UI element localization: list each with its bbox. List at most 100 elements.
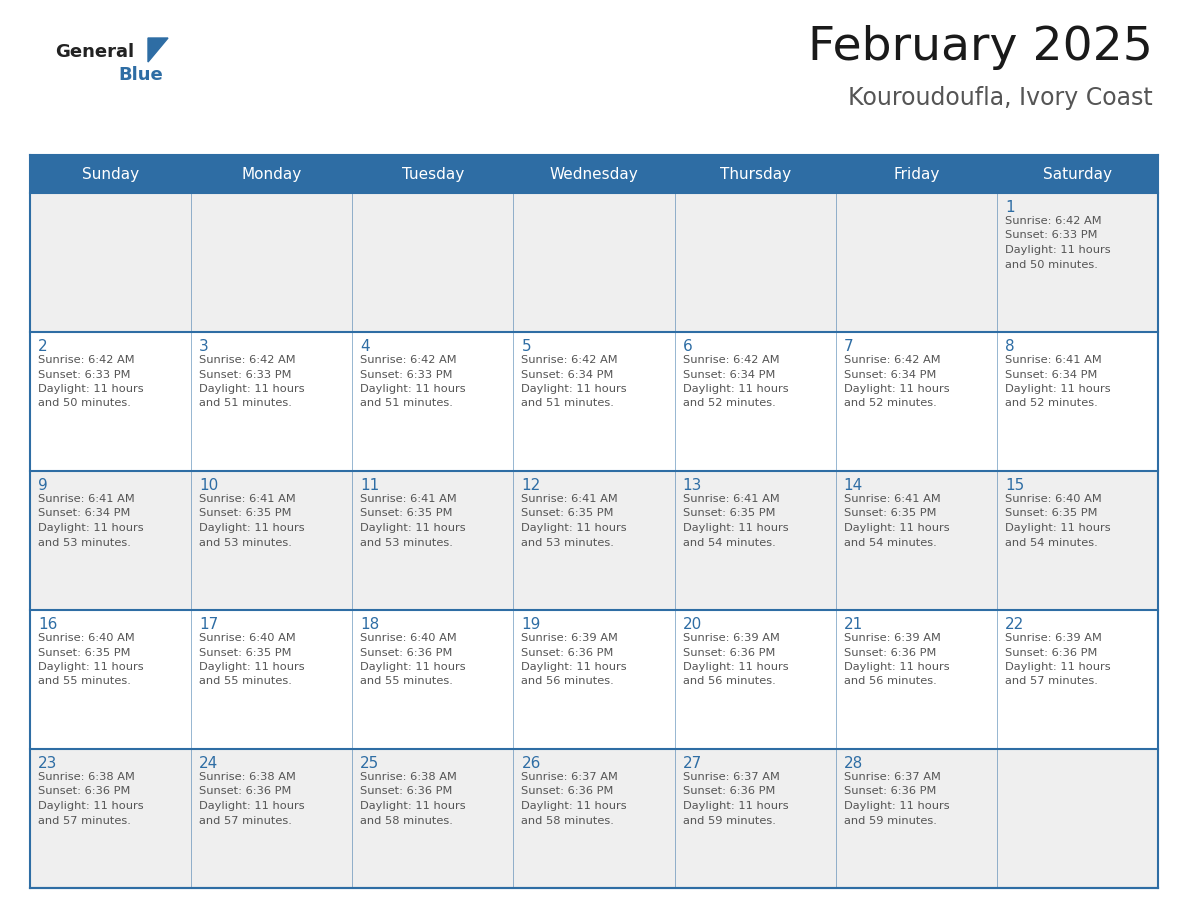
Text: Sunrise: 6:42 AM: Sunrise: 6:42 AM [843,355,941,365]
Text: Saturday: Saturday [1043,166,1112,182]
Text: Daylight: 11 hours: Daylight: 11 hours [200,384,305,394]
Text: Daylight: 11 hours: Daylight: 11 hours [200,662,305,672]
Text: 15: 15 [1005,478,1024,493]
Text: and 51 minutes.: and 51 minutes. [360,398,453,409]
Text: and 56 minutes.: and 56 minutes. [522,677,614,687]
Text: 18: 18 [360,617,379,632]
Text: Sunset: 6:36 PM: Sunset: 6:36 PM [683,787,775,797]
Text: 10: 10 [200,478,219,493]
Text: Sunrise: 6:42 AM: Sunrise: 6:42 AM [522,355,618,365]
Text: and 52 minutes.: and 52 minutes. [683,398,776,409]
Text: Sunset: 6:34 PM: Sunset: 6:34 PM [38,509,131,519]
Text: 21: 21 [843,617,862,632]
Text: 16: 16 [38,617,57,632]
Text: Kouroudoufla, Ivory Coast: Kouroudoufla, Ivory Coast [848,86,1154,110]
Text: 1: 1 [1005,200,1015,215]
Text: Daylight: 11 hours: Daylight: 11 hours [522,662,627,672]
Text: Sunday: Sunday [82,166,139,182]
Text: Daylight: 11 hours: Daylight: 11 hours [522,801,627,811]
Text: Sunrise: 6:41 AM: Sunrise: 6:41 AM [843,494,941,504]
Text: and 53 minutes.: and 53 minutes. [360,538,453,547]
Text: and 59 minutes.: and 59 minutes. [843,815,936,825]
Text: and 50 minutes.: and 50 minutes. [38,398,131,409]
Text: 25: 25 [360,756,379,771]
Text: Daylight: 11 hours: Daylight: 11 hours [683,801,788,811]
Text: Daylight: 11 hours: Daylight: 11 hours [38,801,144,811]
Text: Sunrise: 6:41 AM: Sunrise: 6:41 AM [683,494,779,504]
Text: Sunrise: 6:42 AM: Sunrise: 6:42 AM [360,355,457,365]
Polygon shape [148,38,168,62]
Text: Sunset: 6:36 PM: Sunset: 6:36 PM [522,647,614,657]
Text: Daylight: 11 hours: Daylight: 11 hours [200,523,305,533]
Text: Sunset: 6:35 PM: Sunset: 6:35 PM [360,509,453,519]
Text: 8: 8 [1005,339,1015,354]
Text: Sunrise: 6:40 AM: Sunrise: 6:40 AM [1005,494,1101,504]
Text: Daylight: 11 hours: Daylight: 11 hours [360,801,466,811]
Text: Sunset: 6:35 PM: Sunset: 6:35 PM [683,509,775,519]
Text: Sunset: 6:35 PM: Sunset: 6:35 PM [1005,509,1098,519]
Text: and 52 minutes.: and 52 minutes. [843,398,936,409]
Text: 14: 14 [843,478,862,493]
Text: Sunset: 6:35 PM: Sunset: 6:35 PM [200,509,291,519]
Text: and 59 minutes.: and 59 minutes. [683,815,776,825]
Text: Sunset: 6:33 PM: Sunset: 6:33 PM [38,370,131,379]
Text: 28: 28 [843,756,862,771]
Text: General: General [55,43,134,61]
Text: and 55 minutes.: and 55 minutes. [200,677,292,687]
Text: Sunrise: 6:39 AM: Sunrise: 6:39 AM [522,633,618,643]
Text: and 55 minutes.: and 55 minutes. [360,677,453,687]
Text: Wednesday: Wednesday [550,166,638,182]
Text: Sunrise: 6:38 AM: Sunrise: 6:38 AM [38,772,135,782]
Text: and 58 minutes.: and 58 minutes. [360,815,453,825]
Text: 9: 9 [38,478,48,493]
Bar [30,193,1158,332]
Text: 20: 20 [683,617,702,632]
Text: Sunrise: 6:41 AM: Sunrise: 6:41 AM [522,494,618,504]
Text: 26: 26 [522,756,541,771]
Text: Sunset: 6:34 PM: Sunset: 6:34 PM [683,370,775,379]
Text: Sunrise: 6:38 AM: Sunrise: 6:38 AM [360,772,457,782]
Text: Daylight: 11 hours: Daylight: 11 hours [522,384,627,394]
Text: and 51 minutes.: and 51 minutes. [200,398,292,409]
Text: Daylight: 11 hours: Daylight: 11 hours [843,523,949,533]
Text: Daylight: 11 hours: Daylight: 11 hours [360,662,466,672]
Text: Sunrise: 6:38 AM: Sunrise: 6:38 AM [200,772,296,782]
Text: Sunrise: 6:41 AM: Sunrise: 6:41 AM [1005,355,1101,365]
Text: 12: 12 [522,478,541,493]
Text: Daylight: 11 hours: Daylight: 11 hours [1005,384,1111,394]
Bar [30,610,1158,749]
Text: Sunset: 6:36 PM: Sunset: 6:36 PM [843,787,936,797]
Text: Sunset: 6:33 PM: Sunset: 6:33 PM [200,370,291,379]
Text: and 52 minutes.: and 52 minutes. [1005,398,1098,409]
Bar [30,471,1158,610]
Text: Sunset: 6:36 PM: Sunset: 6:36 PM [360,647,453,657]
Text: Sunrise: 6:39 AM: Sunrise: 6:39 AM [1005,633,1101,643]
Text: Daylight: 11 hours: Daylight: 11 hours [1005,662,1111,672]
Text: Daylight: 11 hours: Daylight: 11 hours [360,523,466,533]
Text: Daylight: 11 hours: Daylight: 11 hours [38,523,144,533]
Text: Daylight: 11 hours: Daylight: 11 hours [1005,245,1111,255]
Text: Daylight: 11 hours: Daylight: 11 hours [843,384,949,394]
Text: Sunrise: 6:37 AM: Sunrise: 6:37 AM [683,772,779,782]
Text: and 53 minutes.: and 53 minutes. [522,538,614,547]
Text: Sunset: 6:36 PM: Sunset: 6:36 PM [200,787,291,797]
Text: Sunrise: 6:41 AM: Sunrise: 6:41 AM [360,494,457,504]
Text: 3: 3 [200,339,209,354]
Text: Sunset: 6:36 PM: Sunset: 6:36 PM [1005,647,1098,657]
Text: Daylight: 11 hours: Daylight: 11 hours [360,384,466,394]
Text: 11: 11 [360,478,379,493]
Text: 7: 7 [843,339,853,354]
Text: Sunset: 6:34 PM: Sunset: 6:34 PM [522,370,614,379]
Text: Sunset: 6:36 PM: Sunset: 6:36 PM [38,787,131,797]
Text: Friday: Friday [893,166,940,182]
Text: Sunset: 6:36 PM: Sunset: 6:36 PM [843,647,936,657]
Text: Blue: Blue [118,66,163,84]
Text: and 53 minutes.: and 53 minutes. [38,538,131,547]
Text: Sunrise: 6:41 AM: Sunrise: 6:41 AM [38,494,134,504]
Text: Sunset: 6:35 PM: Sunset: 6:35 PM [200,647,291,657]
Text: February 2025: February 2025 [808,26,1154,71]
Text: Sunset: 6:34 PM: Sunset: 6:34 PM [843,370,936,379]
Text: Daylight: 11 hours: Daylight: 11 hours [38,662,144,672]
Text: Daylight: 11 hours: Daylight: 11 hours [843,801,949,811]
Text: Daylight: 11 hours: Daylight: 11 hours [38,384,144,394]
